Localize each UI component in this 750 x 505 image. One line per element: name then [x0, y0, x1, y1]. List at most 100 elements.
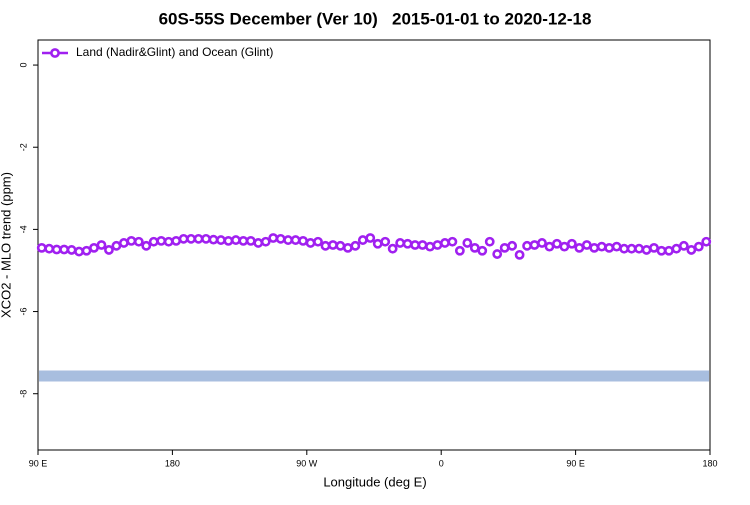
data-point [581, 240, 592, 250]
data-point [432, 240, 443, 250]
data-point [133, 236, 144, 247]
data-point [163, 236, 174, 247]
data-point [671, 243, 682, 254]
data-point [604, 242, 615, 253]
data-point [290, 235, 301, 245]
data-point [223, 235, 234, 246]
data-point [462, 238, 473, 248]
data-point [566, 238, 577, 249]
data-point [410, 240, 420, 250]
data-point [365, 233, 376, 243]
data-point [305, 238, 316, 248]
data-point [469, 242, 480, 253]
data-point [51, 244, 62, 255]
data-point [238, 235, 249, 246]
data-point [320, 240, 331, 251]
data-point [275, 233, 286, 244]
data-point [641, 245, 652, 255]
data-point [298, 235, 308, 246]
data-point [529, 240, 540, 250]
data-point [649, 242, 659, 253]
data-point [387, 243, 398, 254]
data-point [186, 233, 196, 244]
data-point [656, 245, 667, 256]
data-point [552, 238, 562, 249]
data-point [589, 242, 600, 253]
data-point [141, 240, 152, 251]
x-tick-label: 90 E [29, 458, 48, 468]
y-axis-title: XCO2 - MLO trend (ppm) [0, 172, 13, 318]
data-point [156, 235, 167, 246]
data-point [574, 242, 585, 253]
data-point [104, 245, 114, 255]
data-point [447, 236, 458, 247]
data-point [216, 235, 226, 245]
data-point [208, 234, 219, 245]
data-point [230, 235, 241, 245]
data-point [440, 238, 450, 248]
data-point [283, 235, 294, 245]
data-point [499, 242, 510, 253]
data-point [522, 240, 532, 251]
data-point [313, 236, 323, 247]
y-tick-label: -8 [18, 390, 28, 398]
data-point [492, 249, 503, 259]
data-point [59, 244, 70, 255]
data-point [342, 242, 353, 253]
data-point [111, 240, 122, 251]
data-point [686, 245, 697, 255]
data-point [245, 235, 256, 246]
y-tick-label: 0 [18, 63, 28, 68]
data-point [611, 241, 622, 252]
data-point [171, 235, 182, 246]
data-point [484, 236, 495, 247]
y-tick-label: -2 [18, 143, 28, 151]
data-point [544, 241, 555, 252]
data-point [178, 233, 189, 244]
data-point [118, 238, 129, 248]
data-point [634, 243, 644, 254]
data-point [537, 238, 547, 248]
data-point [425, 241, 435, 252]
data-point [559, 241, 570, 252]
data-point [96, 240, 107, 250]
data-point [454, 245, 465, 256]
data-point [268, 233, 279, 243]
data-point [357, 235, 368, 245]
data-point [678, 240, 689, 251]
data-point [372, 238, 383, 249]
data-point [260, 236, 271, 247]
data-point [81, 245, 92, 256]
x-tick-label: 0 [439, 458, 444, 468]
data-point [89, 242, 99, 253]
data-point [477, 245, 488, 256]
x-tick-label: 90 W [296, 458, 318, 468]
y-tick-label: -6 [18, 308, 28, 316]
data-point [328, 240, 338, 250]
data-point [148, 236, 159, 247]
data-point [193, 233, 204, 244]
data-point [44, 243, 55, 254]
data-point [126, 235, 137, 246]
data-point [335, 240, 346, 251]
x-tick-label: 180 [702, 458, 717, 468]
data-point [253, 238, 264, 248]
data-point [619, 243, 630, 254]
x-axis-title: Longitude (deg E) [323, 474, 426, 489]
data-point [507, 240, 518, 251]
data-point [201, 233, 211, 244]
data-point [626, 243, 637, 254]
data-point [36, 242, 47, 253]
data-point [402, 238, 413, 249]
data-point [74, 246, 84, 257]
data-point [701, 236, 712, 247]
x-tick-label: 90 E [566, 458, 585, 468]
legend-marker [50, 48, 60, 58]
y-tick-label: -4 [18, 225, 28, 233]
data-point [395, 238, 406, 248]
data-point [350, 240, 361, 251]
x-tick-label: 180 [165, 458, 180, 468]
data-point [693, 241, 704, 252]
legend-label: Land (Nadir&Glint) and Ocean (Glint) [76, 45, 273, 59]
